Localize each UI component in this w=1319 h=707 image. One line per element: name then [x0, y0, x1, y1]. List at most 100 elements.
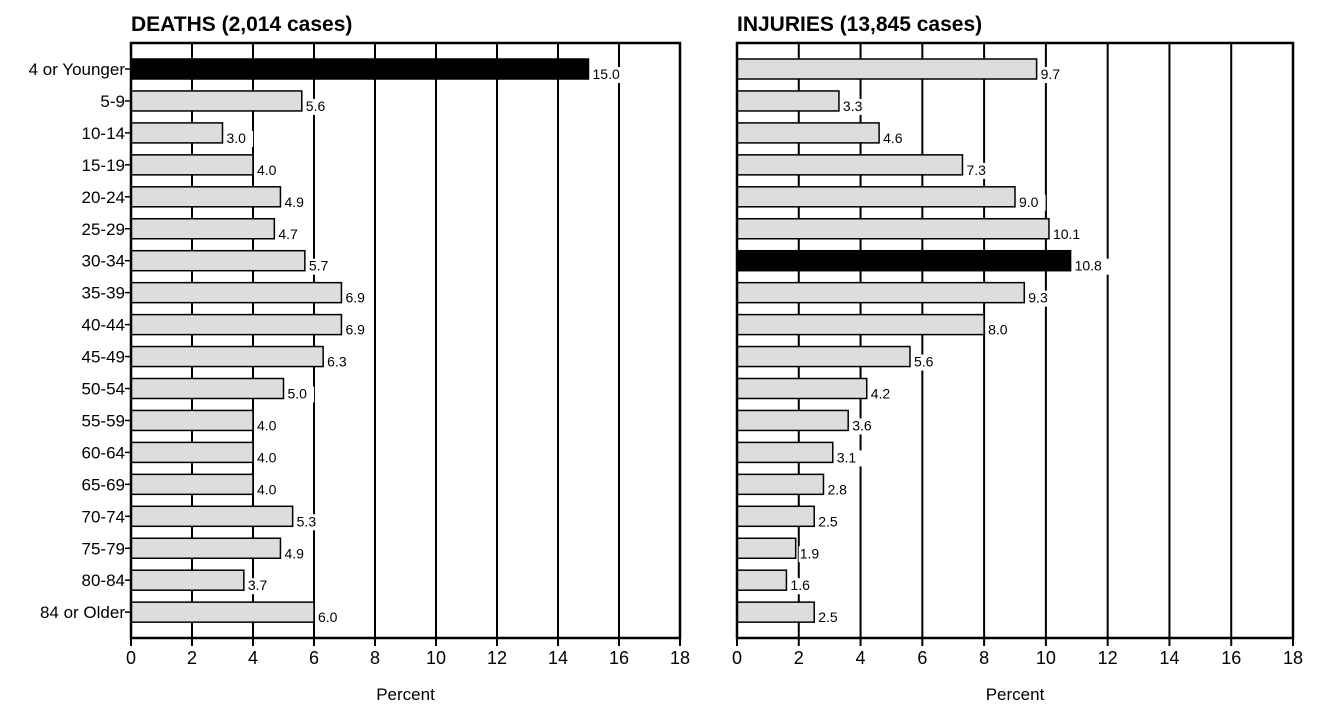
category-label: 55-59: [82, 411, 125, 430]
injuries-bar: [736, 377, 868, 400]
injuries-bar: [736, 186, 1016, 208]
injuries-value-label-bg: [817, 610, 845, 627]
injuries-value-label: 8.0: [988, 322, 1008, 338]
deaths-bar: [130, 249, 306, 272]
injuries-bar: [736, 505, 815, 528]
deaths-value-label-bg: [591, 67, 628, 83]
injuries-value-label: 10.8: [1075, 258, 1102, 274]
deaths-bar: [130, 345, 324, 368]
injuries-value-label-bg: [835, 450, 864, 467]
deaths-value-label: 5.6: [306, 98, 326, 114]
deaths-value-label: 6.9: [345, 322, 365, 338]
deaths-value-label: 4.9: [284, 194, 304, 210]
injuries-value-label: 7.3: [966, 162, 986, 178]
injuries-bar: [736, 569, 788, 591]
category-label: 45-49: [82, 348, 125, 367]
injuries-value-label: 9.0: [1019, 194, 1039, 210]
injuries-value-label-bg: [826, 482, 855, 499]
injuries-bar: [736, 218, 1050, 240]
injuries-plot-frame: [735, 41, 1295, 640]
deaths-value-label: 5.7: [309, 258, 329, 274]
injuries-value-label: 2.8: [827, 481, 847, 497]
injuries-x-tick-label: 16: [1221, 648, 1241, 668]
deaths-x-axis-title: Percent: [376, 685, 435, 704]
deaths-x-tick-label: 10: [426, 648, 446, 668]
deaths-value-label-bg: [326, 354, 354, 371]
category-label: 84 or Older: [40, 603, 125, 622]
deaths-value-label-bg: [277, 226, 305, 243]
deaths-bar: [130, 313, 343, 336]
injuries-value-label-bg: [1018, 194, 1046, 211]
deaths-bar: [130, 186, 282, 208]
injuries-x-tick-label: 2: [794, 648, 804, 668]
deaths-x-tick-label: 8: [370, 648, 380, 668]
category-label: 5-9: [100, 92, 125, 111]
deaths-bar: [130, 90, 303, 112]
injuries-bar: [736, 601, 815, 623]
deaths-bar: [130, 377, 285, 400]
deaths-plot-frame: [129, 41, 682, 640]
injuries-value-label: 9.7: [1041, 66, 1061, 82]
injuries-value-label: 3.6: [852, 417, 872, 433]
category-label: 4 or Younger: [29, 60, 126, 79]
injuries-bar: [736, 122, 880, 144]
injuries-value-label-bg: [1051, 226, 1088, 243]
deaths-value-label-bg: [307, 258, 336, 275]
injuries-value-label: 3.1: [837, 449, 857, 465]
injuries-value-label: 2.5: [818, 513, 838, 529]
injuries-bar: [736, 154, 964, 176]
injuries-value-label-bg: [1027, 290, 1055, 307]
injuries-x-tick-label: 8: [979, 648, 989, 668]
category-label: 10-14: [82, 124, 125, 143]
deaths-bar: [130, 154, 254, 176]
injuries-bar: [736, 281, 1026, 304]
deaths-value-label-bg: [246, 578, 275, 595]
injuries-bar: [736, 409, 849, 432]
deaths-value-label: 4.0: [257, 481, 277, 497]
injuries-value-label: 4.6: [883, 130, 903, 146]
deaths-value-label-bg: [344, 290, 373, 307]
injuries-value-label-bg: [1039, 67, 1068, 83]
injuries-x-tick-label: 6: [917, 648, 927, 668]
deaths-value-label-bg: [283, 546, 312, 563]
deaths-value-label: 4.0: [257, 162, 277, 178]
deaths-x-tick-label: 16: [609, 648, 629, 668]
deaths-value-label-bg: [286, 386, 315, 403]
deaths-panel-title: DEATHS (2,014 cases): [131, 13, 352, 36]
injuries-value-label-bg: [841, 98, 870, 115]
deaths-value-label: 6.9: [345, 290, 365, 306]
deaths-value-label-bg: [256, 418, 284, 435]
injuries-value-label-bg: [987, 322, 1015, 339]
injuries-x-tick-label: 0: [732, 648, 742, 668]
deaths-bar: [130, 441, 254, 464]
deaths-value-label: 4.7: [278, 226, 298, 242]
deaths-bar: [130, 569, 245, 591]
deaths-bar: [130, 473, 254, 496]
injuries-value-label-bg: [965, 162, 994, 179]
category-label: 65-69: [82, 475, 125, 494]
deaths-value-label: 4.9: [284, 545, 304, 561]
deaths-value-label: 6.0: [318, 609, 338, 625]
deaths-value-label-bg: [317, 610, 345, 627]
deaths-bar: [130, 281, 343, 304]
injuries-bar: [736, 441, 834, 464]
deaths-x-tick-label: 18: [670, 648, 690, 668]
deaths-x-tick-label: 6: [309, 648, 319, 668]
injuries-value-label-bg: [912, 354, 941, 371]
deaths-value-label-bg: [283, 194, 312, 211]
injuries-value-label: 1.9: [800, 545, 820, 561]
deaths-bar: [130, 122, 224, 144]
injuries-x-tick-label: 18: [1283, 648, 1303, 668]
deaths-bar: [130, 601, 315, 623]
injuries-bar: [736, 249, 1072, 272]
injuries-bar: [736, 537, 797, 559]
category-label: 70-74: [82, 507, 125, 526]
injuries-x-tick-label: 12: [1098, 648, 1118, 668]
category-label: 40-44: [82, 316, 125, 335]
injuries-value-label: 10.1: [1053, 226, 1080, 242]
injuries-value-label: 4.2: [871, 386, 891, 402]
deaths-value-label: 5.0: [288, 386, 308, 402]
injuries-bar: [736, 313, 985, 336]
deaths-x-tick-label: 12: [487, 648, 507, 668]
injuries-bar: [736, 58, 1038, 80]
